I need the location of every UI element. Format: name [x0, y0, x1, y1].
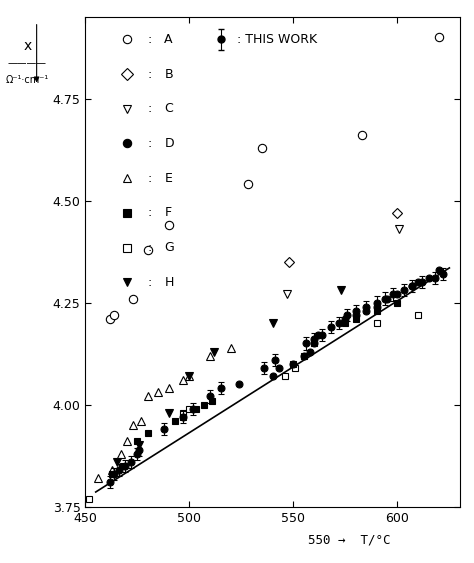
Text: :: : — [148, 172, 152, 185]
Text: G: G — [164, 241, 174, 254]
Text: :: : — [148, 68, 152, 81]
Text: B: B — [164, 68, 173, 81]
Text: :: : — [148, 206, 152, 220]
Text: A: A — [164, 33, 173, 46]
Text: E: E — [164, 172, 172, 185]
Text: :: : — [148, 276, 152, 289]
Text: ————: ———— — [8, 59, 47, 69]
Text: F: F — [164, 206, 172, 220]
Text: D: D — [164, 137, 174, 150]
Text: H: H — [164, 276, 174, 289]
Text: :: : — [148, 102, 152, 115]
Text: :: : — [148, 137, 152, 150]
Text: x: x — [23, 39, 31, 53]
Text: C: C — [164, 102, 173, 115]
Text: :: : — [148, 33, 152, 46]
Text: : THIS WORK: : THIS WORK — [237, 33, 317, 46]
Text: 550 →  T/°C: 550 → T/°C — [308, 534, 391, 547]
Text: Ω⁻¹·cm⁻¹: Ω⁻¹·cm⁻¹ — [6, 74, 49, 84]
Text: :: : — [148, 241, 152, 254]
